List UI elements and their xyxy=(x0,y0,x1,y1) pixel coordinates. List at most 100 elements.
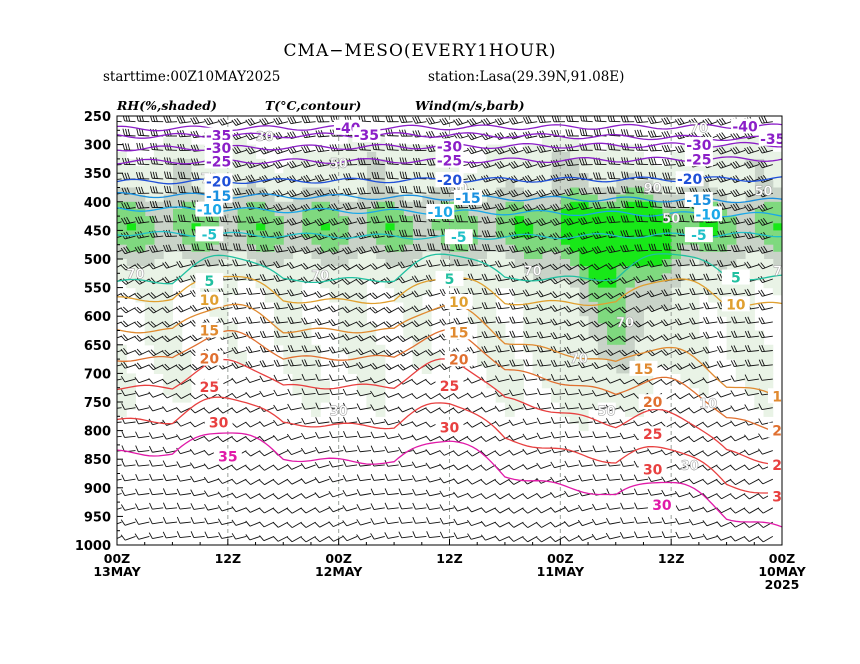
rh-cell xyxy=(172,337,183,346)
rh-cell xyxy=(541,137,552,146)
rh-cell xyxy=(144,216,155,224)
rh-cell xyxy=(532,323,543,332)
rh-cell xyxy=(495,259,506,267)
rh-cell xyxy=(311,266,321,274)
wind-barb xyxy=(621,185,635,194)
rh-cell xyxy=(357,323,367,332)
rh-cell xyxy=(514,266,524,274)
rh-cell xyxy=(745,301,755,310)
temperature-label: 10 xyxy=(726,297,746,313)
rh-cell xyxy=(745,194,755,203)
rh-cell xyxy=(200,216,210,224)
rh-cell xyxy=(403,187,414,196)
rh-cell xyxy=(144,166,155,174)
rh-cell xyxy=(375,166,386,174)
wind-barb xyxy=(716,160,732,169)
rh-cell xyxy=(486,373,497,382)
rh-cell xyxy=(763,216,774,224)
rh-cell xyxy=(532,309,543,317)
rh-cell xyxy=(541,187,552,196)
rh-cell xyxy=(661,273,672,281)
rh-cell xyxy=(181,266,192,274)
rh-cell xyxy=(615,194,626,203)
rh-cell xyxy=(227,201,238,210)
rh-cell xyxy=(292,337,303,346)
rh-cell xyxy=(246,273,257,281)
rh-cell xyxy=(172,194,183,203)
wind-barb xyxy=(662,172,676,180)
rh-cell xyxy=(708,237,718,246)
rh-cell xyxy=(763,251,774,260)
wind-barb xyxy=(273,217,289,226)
rh-cell xyxy=(209,166,220,174)
rh-cell xyxy=(255,194,266,203)
rh-cell xyxy=(431,194,441,203)
temperature-label: 25 xyxy=(643,427,662,443)
rh-cell xyxy=(634,330,644,339)
rh-cell xyxy=(477,266,487,274)
rh-cell xyxy=(477,201,487,210)
rh-cell xyxy=(283,337,294,346)
rh-cell xyxy=(283,330,294,339)
rh-cell xyxy=(181,208,192,217)
rh-cell xyxy=(403,230,414,239)
rh-cell xyxy=(625,244,635,253)
rh-cell xyxy=(172,144,183,153)
rh-cell xyxy=(117,394,127,403)
rh-cell xyxy=(689,294,700,303)
rh-cell xyxy=(237,251,247,260)
wind-barb xyxy=(273,245,288,253)
rh-cell xyxy=(541,366,552,374)
rh-cell xyxy=(634,180,644,188)
rh-cell xyxy=(514,259,524,267)
rh-cell xyxy=(578,366,589,374)
rh-cell xyxy=(652,294,663,303)
rh-cell xyxy=(541,216,552,224)
rh-cell xyxy=(181,173,192,181)
rh-cell xyxy=(652,352,663,360)
rh-cell xyxy=(375,237,386,246)
rh-cell xyxy=(523,266,534,274)
wind-barb xyxy=(647,116,662,124)
rh-cell xyxy=(412,330,423,339)
rh-cell xyxy=(477,244,487,253)
rh-cell xyxy=(625,251,635,260)
rh-cell xyxy=(569,409,580,417)
rh-cell xyxy=(144,259,155,267)
rh-cell xyxy=(338,330,349,339)
rh-cell xyxy=(338,158,349,167)
rh-cell xyxy=(412,323,423,332)
temperature-label: 10 xyxy=(200,293,220,309)
rh-cell xyxy=(366,223,377,231)
rh-cell xyxy=(735,166,746,174)
rh-cell xyxy=(763,144,774,153)
rh-cell xyxy=(117,266,127,274)
rh-cell xyxy=(735,223,746,231)
rh-cell xyxy=(560,373,571,382)
rh-cell xyxy=(615,280,626,289)
temperature-label: 15 xyxy=(449,325,468,341)
rh-cell xyxy=(144,266,155,274)
rh-cell xyxy=(477,309,487,317)
rh-cell xyxy=(615,180,626,188)
rh-cell xyxy=(283,216,294,224)
rh-cell xyxy=(394,223,404,231)
rh-cell xyxy=(301,259,312,267)
rh-cell xyxy=(412,359,423,367)
rh-cell xyxy=(301,223,312,231)
rh-cell xyxy=(717,237,728,246)
rh-cell xyxy=(477,216,487,224)
rh-cell xyxy=(625,394,635,403)
temperature-label: -5 xyxy=(202,227,218,243)
wind-barb xyxy=(301,130,316,139)
rh-cell xyxy=(754,273,765,281)
rh-cell xyxy=(375,201,386,210)
rh-cell xyxy=(551,158,561,167)
rh-cell xyxy=(708,244,718,253)
rh-cell xyxy=(181,352,192,360)
rh-cell xyxy=(274,187,284,196)
rh-cell xyxy=(246,266,257,274)
rh-cell xyxy=(597,251,608,260)
rh-cell xyxy=(153,287,164,296)
rh-cell xyxy=(403,309,414,317)
